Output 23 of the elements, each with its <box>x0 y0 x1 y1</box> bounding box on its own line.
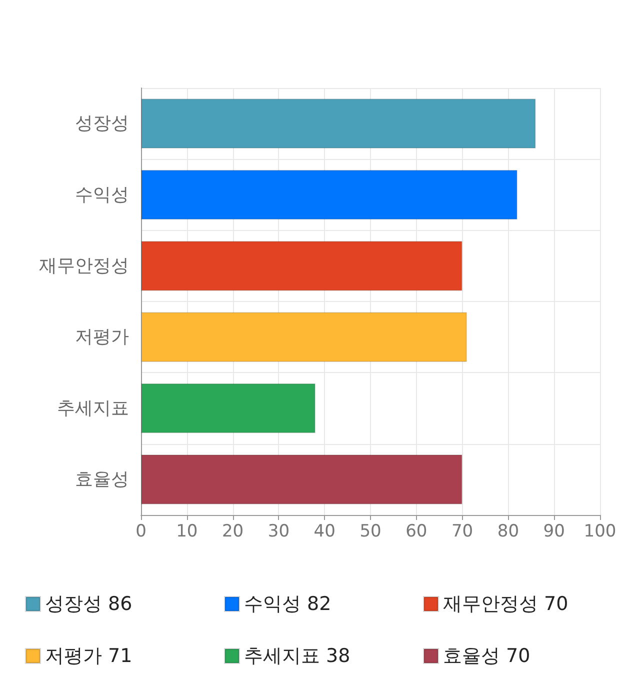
legend-label: 효율성 70 <box>443 645 530 667</box>
y-tick-label: 저평가 <box>75 326 129 348</box>
x-tick-label: 0 <box>136 522 146 542</box>
legend-label: 재무안정성 70 <box>443 593 568 615</box>
legend-label: 저평가 71 <box>45 645 132 667</box>
x-tick-label: 50 <box>360 522 382 542</box>
y-tick-label: 성장성 <box>75 113 129 134</box>
x-tick-label: 70 <box>451 522 474 542</box>
legend-label: 성장성 86 <box>45 593 132 615</box>
legend-label: 추세지표 38 <box>244 645 350 667</box>
x-tick-label: 40 <box>314 522 336 542</box>
y-tick-label: 수익성 <box>75 184 129 206</box>
x-tick-label: 10 <box>176 522 198 542</box>
x-tick-label: 90 <box>543 522 565 542</box>
y-tick-label: 재무안정성 <box>39 255 129 276</box>
legend-label: 수익성 82 <box>244 593 332 615</box>
x-tick-label: 30 <box>268 522 290 542</box>
x-tick-label: 60 <box>406 522 428 542</box>
y-tick-label: 추세지표 <box>57 398 129 419</box>
x-tick-label: 80 <box>497 522 520 542</box>
y-tick-label: 효율성 <box>75 468 129 490</box>
x-tick-label: 100 <box>584 522 616 542</box>
x-tick-label: 20 <box>222 522 244 542</box>
